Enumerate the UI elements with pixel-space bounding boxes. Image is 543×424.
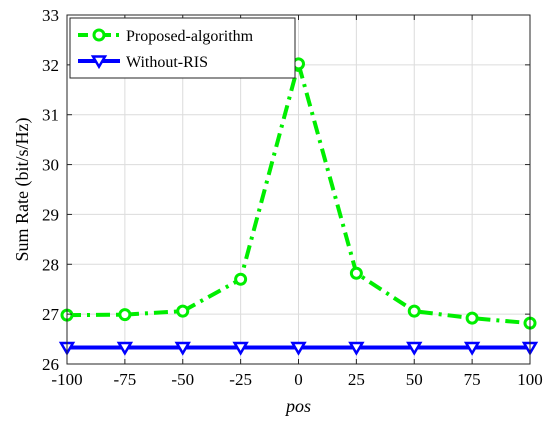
y-tick-label: 32	[42, 56, 59, 75]
legend-item: Proposed-algorithm	[78, 28, 254, 45]
data-point	[463, 341, 481, 356]
y-tick-label: 31	[42, 106, 59, 125]
data-point	[290, 341, 307, 356]
x-tick-label: 50	[406, 370, 423, 389]
y-tick-label: 33	[42, 6, 59, 25]
data-point	[407, 304, 421, 318]
legend-label: Proposed-algorithm	[126, 28, 254, 45]
data-point	[176, 304, 190, 318]
x-tick-label: -75	[114, 370, 137, 389]
data-point	[118, 308, 132, 322]
legend-item: Without-RIS	[78, 54, 208, 71]
data-point	[234, 272, 248, 286]
x-tick-label: 0	[294, 370, 303, 389]
x-tick-label: 25	[348, 370, 365, 389]
x-axis-label: pos	[284, 396, 311, 416]
y-axis-label: Sum Rate (bit/s/Hz)	[12, 118, 33, 262]
legend: Proposed-algorithm Without-RIS	[69, 17, 296, 79]
data-point	[232, 341, 249, 356]
x-tick-label: 100	[517, 370, 543, 389]
data-point	[348, 341, 365, 356]
data-point	[116, 341, 134, 356]
series-line	[66, 61, 531, 326]
y-tick-label: 28	[42, 255, 59, 274]
x-tick-label: 75	[464, 370, 481, 389]
data-point	[406, 341, 423, 356]
data-point	[465, 311, 479, 325]
legend-marker	[90, 55, 108, 70]
legend-label: Without-RIS	[126, 54, 208, 71]
y-tick-label: 27	[42, 305, 60, 324]
y-tick-label: 30	[42, 156, 59, 175]
x-tick-label: -50	[171, 370, 194, 389]
x-tick-label: -100	[51, 370, 82, 389]
y-tick-label: 26	[42, 355, 59, 374]
legend-marker	[92, 28, 106, 42]
data-point	[349, 266, 363, 280]
legend-box	[69, 17, 296, 79]
x-tick-label: -25	[229, 370, 252, 389]
axis-ticks: -100 -75 -50 -25 0 25 50 75 100 26 27 28 29 30 31 32 33	[42, 6, 543, 389]
data-point	[174, 341, 191, 356]
y-tick-label: 29	[42, 205, 59, 224]
